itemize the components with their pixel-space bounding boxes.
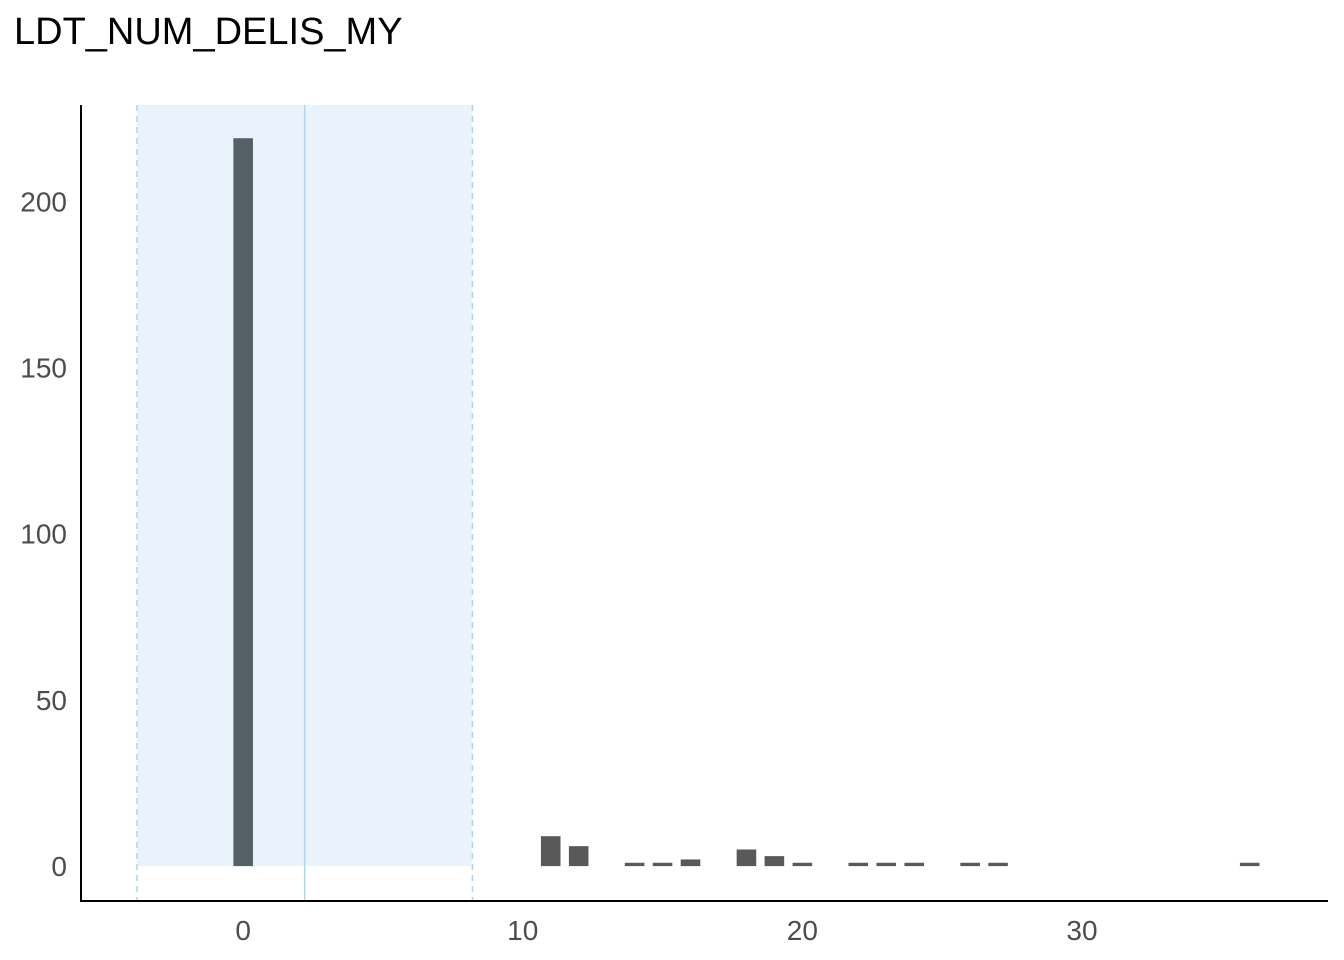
bar: [848, 862, 869, 867]
bar: [988, 862, 1008, 867]
bar: [904, 862, 924, 867]
x-tick-label: 10: [507, 915, 538, 946]
bar: [680, 859, 701, 867]
bar: [624, 862, 645, 867]
x-tick-label: 30: [1066, 915, 1097, 946]
bar: [736, 849, 757, 867]
bar: [764, 856, 785, 867]
bar: [1239, 862, 1260, 867]
y-tick-label: 150: [20, 353, 67, 384]
y-tick-label: 50: [36, 685, 67, 716]
bars: [233, 138, 1260, 867]
x-tick-label: 0: [235, 915, 251, 946]
y-tick-label: 0: [51, 851, 67, 882]
axes: [80, 105, 1328, 902]
y-tick-label: 100: [20, 519, 67, 550]
bar: [540, 836, 561, 867]
bar: [568, 846, 589, 867]
bar: [792, 862, 813, 867]
bar: [233, 138, 253, 867]
bar: [876, 862, 897, 867]
bar: [652, 862, 673, 867]
tick-labels: 0 10 20 30 0 50 100 150 200: [20, 186, 1097, 946]
bar: [960, 862, 980, 867]
x-tick-label: 20: [787, 915, 818, 946]
chart-title: LDT_NUM_DELIS_MY: [14, 11, 403, 53]
y-tick-label: 200: [20, 186, 67, 217]
interval-band: [136, 105, 474, 901]
